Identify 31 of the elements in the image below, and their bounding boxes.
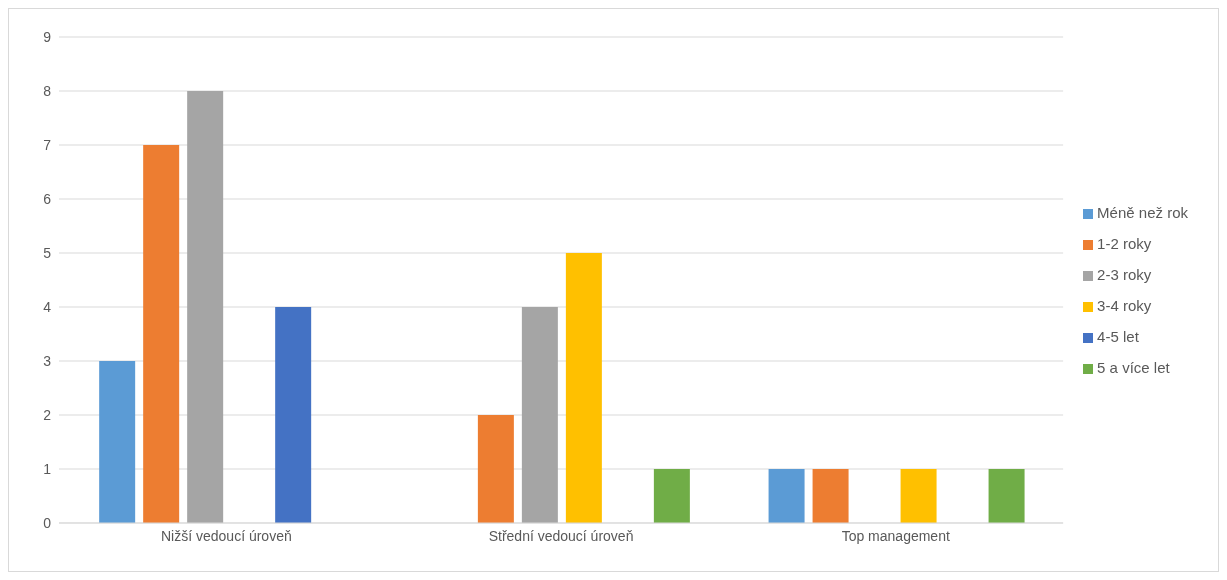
x-tick-label: Nižší vedoucí úroveň (160, 527, 292, 544)
y-tick-label: 1 (43, 460, 52, 477)
bar (521, 307, 558, 523)
bar (143, 145, 180, 523)
y-tick-label: 0 (43, 514, 52, 531)
bar (477, 415, 514, 523)
x-tick-label: Top management (841, 527, 950, 544)
x-tick-label: Střední vedoucí úroveň (488, 527, 634, 544)
bar (900, 469, 937, 523)
legend-label: 1-2 roky (1097, 235, 1152, 252)
bar (653, 469, 690, 523)
y-tick-label: 7 (43, 136, 52, 153)
y-tick-label: 8 (43, 82, 52, 99)
legend-label: 5 a více let (1097, 359, 1170, 376)
y-tick-label: 3 (43, 352, 52, 369)
bar (187, 91, 224, 523)
y-tick-label: 4 (43, 298, 52, 315)
bar (275, 307, 312, 523)
legend-label: 4-5 let (1097, 328, 1139, 345)
y-tick-label: 9 (43, 28, 52, 45)
legend-label: 3-4 roky (1097, 297, 1152, 314)
bar (812, 469, 849, 523)
legend-label: Méně než rok (1097, 204, 1188, 221)
y-tick-label: 2 (43, 406, 52, 423)
bar (565, 253, 602, 523)
y-tick-label: 6 (43, 190, 52, 207)
bar (99, 361, 136, 523)
bar (768, 469, 805, 523)
bar (988, 469, 1025, 523)
legend-label: 2-3 roky (1097, 266, 1152, 283)
y-tick-label: 5 (43, 244, 52, 261)
